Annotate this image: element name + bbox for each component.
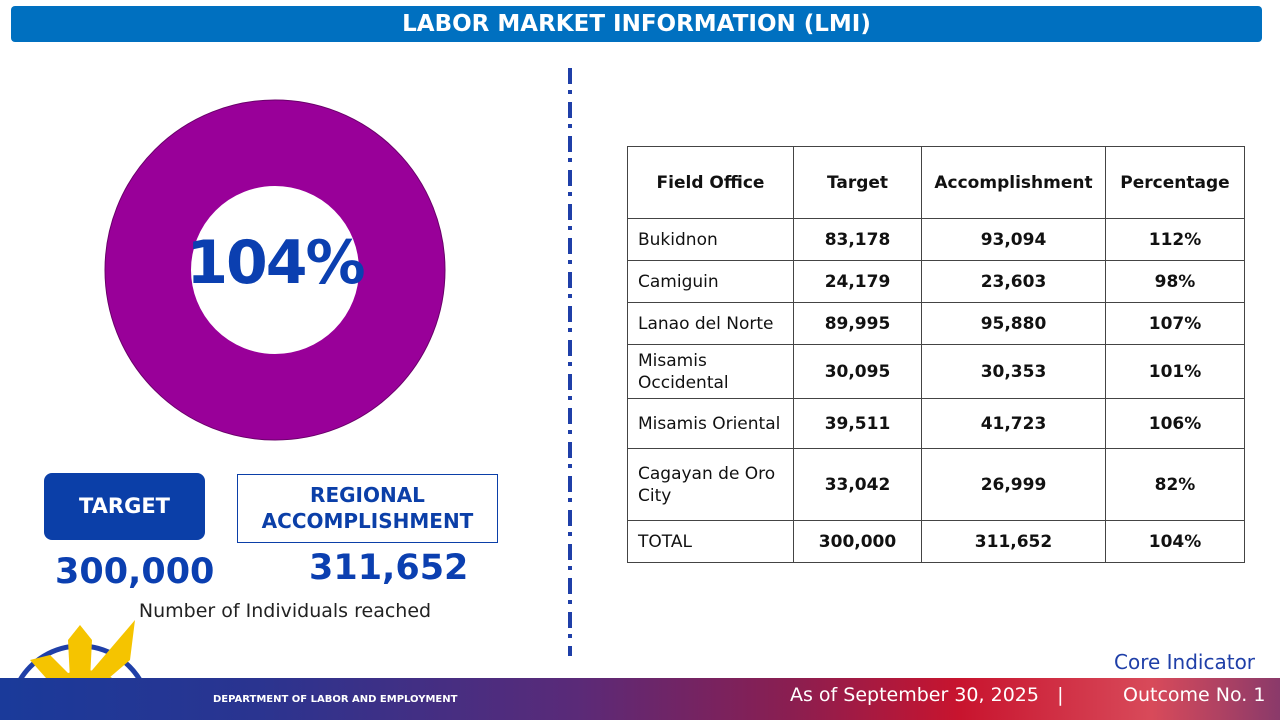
accomplishment-cell: 311,652 — [921, 520, 1106, 563]
table-header-row: Field Office Target Accomplishment Perce… — [627, 146, 1245, 219]
target-value: 300,000 — [55, 552, 215, 592]
field-office-cell: Bukidnon — [627, 218, 794, 261]
field-office-cell: Misamis Occidental — [627, 344, 794, 399]
table-row: Cagayan de Oro City 33,042 26,999 82% — [627, 448, 1245, 521]
accomplishment-cell: 30,353 — [921, 344, 1106, 399]
table-row: Misamis Occidental 30,095 30,353 101% — [627, 344, 1245, 399]
table-row: Camiguin 24,179 23,603 98% — [627, 260, 1245, 303]
outcome-number: Outcome No. 1 — [1123, 684, 1266, 706]
table-row: TOTAL 300,000 311,652 104% — [627, 520, 1245, 563]
percentage-cell: 104% — [1105, 520, 1245, 563]
donut-edge — [104, 99, 446, 441]
target-cell: 24,179 — [793, 260, 922, 303]
table-row: Misamis Oriental 39,511 41,723 106% — [627, 398, 1245, 449]
field-office-cell: TOTAL — [627, 520, 794, 563]
target-cell: 300,000 — [793, 520, 922, 563]
accomplishment-cell: 26,999 — [921, 448, 1106, 521]
department-name: DEPARTMENT OF LABOR AND EMPLOYMENT — [213, 694, 458, 705]
caption: Number of Individuals reached — [138, 600, 432, 622]
field-office-cell: Misamis Oriental — [627, 398, 794, 449]
accomplishment-label-line2: ACCOMPLISHMENT — [261, 509, 474, 533]
donut-ring — [105, 100, 445, 440]
field-office-cell: Camiguin — [627, 260, 794, 303]
percentage-cell: 98% — [1105, 260, 1245, 303]
field-office-cell: Cagayan de Oro City — [627, 448, 794, 521]
col-header: Field Office — [627, 146, 794, 219]
table-row: Bukidnon 83,178 93,094 112% — [627, 218, 1245, 261]
percentage-cell: 107% — [1105, 302, 1245, 345]
target-cell: 83,178 — [793, 218, 922, 261]
target-cell: 39,511 — [793, 398, 922, 449]
col-header: Target — [793, 146, 922, 219]
donut-chart — [104, 99, 446, 441]
percentage-cell: 82% — [1105, 448, 1245, 521]
as-of-date: As of September 30, 2025 | — [790, 684, 1064, 706]
core-indicator: Core Indicator — [1114, 650, 1256, 674]
accomplishment-cell: 93,094 — [921, 218, 1106, 261]
footer-band: DEPARTMENT OF LABOR AND EMPLOYMENT As of… — [0, 678, 1280, 720]
percentage-cell: 101% — [1105, 344, 1245, 399]
accomplishment-cell: 41,723 — [921, 398, 1106, 449]
field-office-cell: Lanao del Norte — [627, 302, 794, 345]
target-cell: 89,995 — [793, 302, 922, 345]
target-cell: 33,042 — [793, 448, 922, 521]
accomplishment-cell: 23,603 — [921, 260, 1106, 303]
accomplishment-label-line1: REGIONAL — [310, 483, 425, 507]
field-office-table: Field Office Target Accomplishment Perce… — [627, 146, 1245, 563]
accomplishment-label: REGIONAL ACCOMPLISHMENT — [237, 474, 498, 543]
percentage-cell: 112% — [1105, 218, 1245, 261]
target-cell: 30,095 — [793, 344, 922, 399]
col-header: Percentage — [1105, 146, 1245, 219]
donut-center-label: 104% — [186, 228, 365, 298]
dashed-divider — [568, 68, 572, 656]
table-row: Lanao del Norte 89,995 95,880 107% — [627, 302, 1245, 345]
percentage-cell: 106% — [1105, 398, 1245, 449]
accomplishment-value: 311,652 — [309, 548, 469, 588]
col-header: Accomplishment — [921, 146, 1106, 219]
target-label: TARGET — [44, 473, 205, 540]
page-title: LABOR MARKET INFORMATION (LMI) — [11, 6, 1262, 42]
accomplishment-cell: 95,880 — [921, 302, 1106, 345]
